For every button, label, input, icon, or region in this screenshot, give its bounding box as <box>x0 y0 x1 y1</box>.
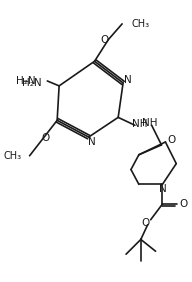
Text: CH₃: CH₃ <box>4 151 22 161</box>
Text: H₂N: H₂N <box>22 78 41 88</box>
Text: O: O <box>41 133 50 143</box>
Text: N: N <box>124 75 132 85</box>
Text: NH: NH <box>132 119 148 129</box>
Text: H₂N: H₂N <box>16 76 36 86</box>
Text: CH₃: CH₃ <box>132 19 150 29</box>
Text: O: O <box>100 35 108 45</box>
Text: NH: NH <box>142 118 157 128</box>
Text: O: O <box>142 218 150 228</box>
Text: N: N <box>159 184 166 194</box>
Text: N: N <box>88 137 95 147</box>
Text: O: O <box>179 199 187 209</box>
Text: O: O <box>167 135 175 145</box>
